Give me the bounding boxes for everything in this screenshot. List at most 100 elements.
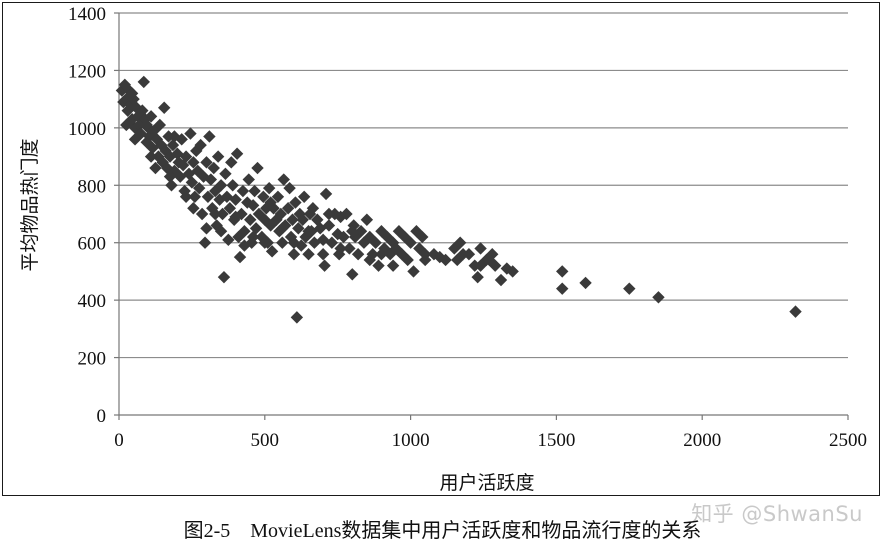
- data-point: [184, 127, 197, 140]
- data-point: [201, 190, 215, 203]
- axes: [118, 13, 848, 416]
- data-point: [360, 213, 374, 226]
- data-point: [369, 236, 382, 249]
- data-point: [166, 138, 180, 152]
- data-point: [200, 156, 213, 169]
- y-tick-label: 1400: [68, 4, 106, 25]
- data-point: [230, 147, 244, 160]
- data-point: [343, 242, 356, 255]
- data-point: [579, 276, 592, 290]
- x-tick-label: 0: [114, 430, 124, 451]
- data-point: [209, 207, 222, 221]
- data-point: [271, 190, 285, 203]
- y-tick-label: 600: [78, 234, 107, 255]
- data-point: [293, 207, 306, 221]
- data-point: [203, 130, 216, 143]
- data-point: [316, 248, 330, 261]
- data-point: [281, 202, 295, 215]
- data-point: [157, 101, 171, 114]
- data-point: [471, 270, 484, 284]
- x-tick-label: 1500: [537, 430, 575, 451]
- data-point: [302, 248, 315, 261]
- data-point: [214, 179, 228, 192]
- data-point: [207, 161, 220, 175]
- y-tick-label: 0: [97, 406, 107, 427]
- data-point: [195, 207, 209, 221]
- x-tick-label: 1000: [392, 430, 430, 451]
- chart-frame: [2, 2, 880, 496]
- data-point: [322, 207, 336, 221]
- gridlines: [119, 12, 848, 359]
- y-tick-labels: 0 200 400 600 800 1000 1200 1400: [68, 4, 119, 427]
- data-point: [128, 133, 142, 146]
- data-point: [214, 225, 228, 238]
- data-point: [219, 167, 232, 180]
- data-point: [494, 273, 508, 287]
- data-point: [506, 265, 519, 278]
- data-point: [179, 190, 193, 203]
- data-point: [232, 230, 245, 244]
- data-point: [144, 110, 158, 123]
- data-point: [347, 219, 360, 232]
- data-point: [257, 190, 270, 203]
- data-point: [262, 181, 276, 195]
- y-tick-label: 1200: [68, 61, 106, 82]
- data-point: [163, 170, 177, 183]
- y-tick-label: 200: [78, 349, 107, 370]
- data-point: [165, 179, 178, 192]
- data-point: [120, 118, 133, 132]
- data-point: [322, 219, 336, 232]
- data-point: [297, 190, 311, 203]
- data-point: [296, 213, 309, 226]
- data-point: [623, 282, 636, 295]
- data-point: [292, 222, 305, 235]
- data-point: [311, 213, 324, 226]
- data-point: [217, 270, 231, 284]
- data-point: [211, 150, 225, 163]
- data-point: [363, 253, 376, 267]
- data-point: [267, 202, 280, 215]
- data-point: [789, 305, 802, 318]
- data-point: [260, 202, 273, 215]
- data-point: [251, 161, 264, 175]
- data-point: [276, 236, 289, 249]
- data-point: [136, 104, 149, 117]
- data-points: [115, 75, 802, 324]
- data-point: [185, 176, 199, 189]
- data-point: [334, 210, 347, 224]
- data-point: [194, 138, 207, 152]
- x-tick-label: 2500: [829, 430, 867, 451]
- data-point: [289, 196, 302, 209]
- data-point: [248, 184, 261, 198]
- data-point: [453, 236, 467, 249]
- data-point: [198, 236, 212, 249]
- data-point: [265, 245, 279, 258]
- data-point: [556, 282, 569, 295]
- data-point: [652, 291, 665, 304]
- x-tick-labels: 0 500 1000 1500 2000 2500: [114, 415, 867, 451]
- data-point: [264, 219, 277, 232]
- data-point: [337, 230, 350, 244]
- data-point: [229, 210, 242, 224]
- data-point: [187, 156, 200, 169]
- data-point: [258, 236, 271, 249]
- data-point: [354, 225, 368, 238]
- data-point: [375, 248, 388, 261]
- data-point: [474, 259, 487, 272]
- data-point: [192, 181, 206, 195]
- data-point: [222, 233, 235, 247]
- data-point: [277, 173, 290, 186]
- figure-caption: 图2-5 MovieLens数据集中用户活跃度和物品流行度的关系: [183, 520, 702, 542]
- data-point: [238, 239, 251, 252]
- y-tick-label: 1000: [68, 119, 106, 140]
- data-point: [318, 259, 331, 272]
- data-point: [287, 236, 301, 249]
- data-point: [556, 265, 569, 278]
- data-point: [404, 236, 417, 249]
- data-point: [483, 253, 496, 267]
- data-point: [244, 213, 257, 226]
- data-point: [226, 179, 239, 192]
- data-point: [439, 253, 452, 267]
- y-tick-label: 400: [78, 291, 107, 312]
